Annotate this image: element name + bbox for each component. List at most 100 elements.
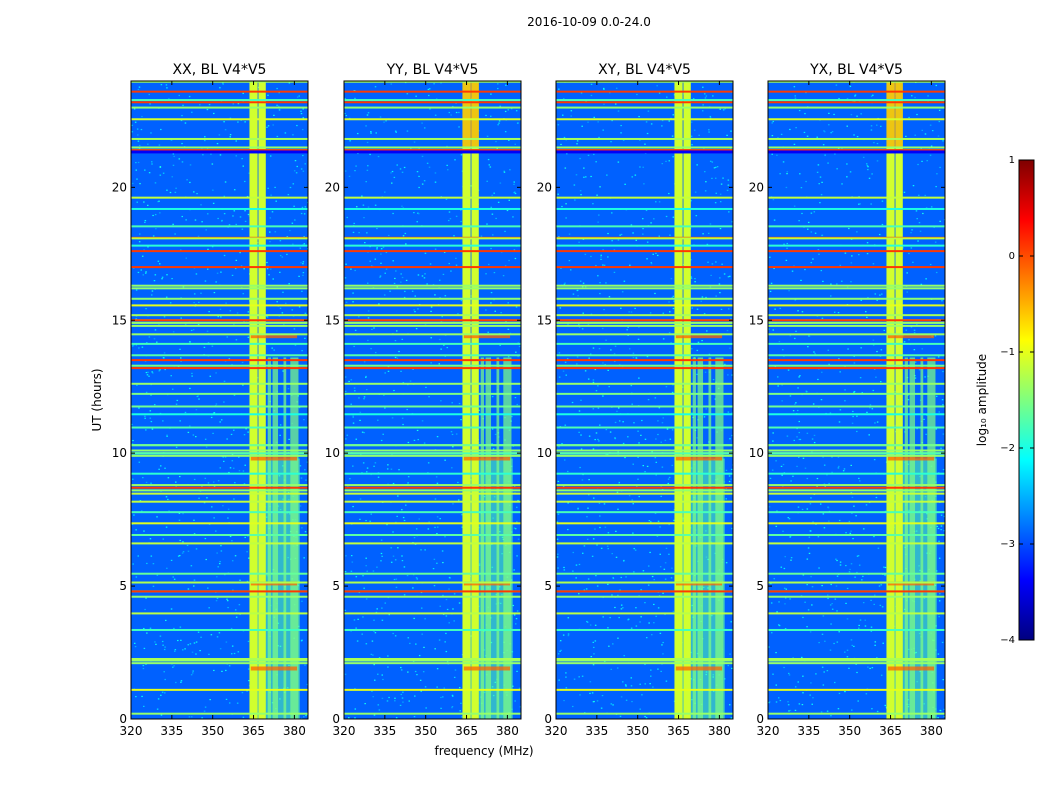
noise-cell xyxy=(217,480,220,482)
noise-cell xyxy=(786,247,788,249)
noise-cell xyxy=(144,415,146,417)
noise-cell xyxy=(696,373,698,375)
noise-cell xyxy=(171,176,174,178)
noise-cell xyxy=(244,180,246,183)
noise-cell xyxy=(490,291,493,294)
noise-cell xyxy=(233,210,236,212)
noise-cell xyxy=(670,577,673,579)
noise-cell xyxy=(230,627,233,630)
noise-cell xyxy=(207,587,209,589)
noise-cell xyxy=(714,398,717,400)
noise-cell xyxy=(242,293,245,295)
rfi-line xyxy=(131,522,308,525)
noise-cell xyxy=(292,243,294,245)
rfi-line xyxy=(768,449,945,452)
noise-cell xyxy=(135,576,138,578)
noise-cell xyxy=(223,195,226,197)
noise-cell xyxy=(375,132,377,134)
noise-cell xyxy=(826,710,829,712)
noise-cell xyxy=(783,587,786,589)
rfi-band xyxy=(462,81,471,719)
noise-cell xyxy=(837,467,840,469)
noise-cell xyxy=(508,259,510,262)
noise-cell xyxy=(662,592,664,594)
noise-cell xyxy=(271,347,273,349)
noise-cell xyxy=(221,670,223,672)
noise-cell xyxy=(365,181,367,183)
noise-cell xyxy=(800,187,803,189)
noise-cell xyxy=(880,674,883,676)
noise-cell xyxy=(819,176,822,178)
noise-cell xyxy=(141,346,144,348)
noise-cell xyxy=(776,611,778,613)
noise-cell xyxy=(846,125,848,127)
rfi-line xyxy=(768,324,945,327)
noise-cell xyxy=(500,312,502,314)
noise-cell xyxy=(914,134,916,136)
rfi-line xyxy=(768,118,945,121)
rfi-line xyxy=(131,511,308,514)
x-tick-label: 350 xyxy=(201,724,224,738)
noise-cell xyxy=(723,273,726,275)
noise-cell xyxy=(835,585,838,587)
noise-cell xyxy=(389,290,391,292)
noise-cell xyxy=(293,170,296,172)
noise-cell xyxy=(213,517,215,519)
noise-cell xyxy=(894,391,896,393)
noise-cell xyxy=(618,420,621,422)
noise-cell xyxy=(796,465,798,468)
noise-cell xyxy=(824,131,826,133)
noise-cell xyxy=(273,114,275,116)
noise-cell xyxy=(771,632,773,634)
noise-cell xyxy=(611,119,613,122)
noise-cell xyxy=(161,278,163,280)
rfi-line xyxy=(768,196,945,199)
rfi-line xyxy=(556,319,733,322)
noise-cell xyxy=(826,474,828,476)
rfi-line xyxy=(344,324,521,327)
noise-cell xyxy=(639,683,641,685)
noise-cell xyxy=(828,363,830,365)
noise-cell xyxy=(632,532,634,534)
noise-cell xyxy=(875,496,878,499)
noise-cell xyxy=(206,108,209,111)
noise-cell xyxy=(345,114,348,117)
noise-cell xyxy=(823,464,826,466)
noise-cell xyxy=(212,189,214,191)
noise-cell xyxy=(819,202,821,204)
noise-cell xyxy=(821,633,824,635)
rfi-line xyxy=(344,319,521,322)
noise-cell xyxy=(649,675,652,677)
noise-cell xyxy=(380,439,383,442)
noise-cell xyxy=(851,644,854,647)
noise-cell xyxy=(363,361,366,363)
noise-cell xyxy=(646,241,649,243)
noise-cell xyxy=(401,509,403,511)
noise-cell xyxy=(167,477,170,479)
noise-cell xyxy=(145,429,147,431)
noise-cell xyxy=(509,332,512,334)
noise-cell xyxy=(189,181,191,184)
noise-cell xyxy=(369,260,371,262)
rfi-line xyxy=(556,405,733,408)
noise-cell xyxy=(413,617,415,620)
noise-cell xyxy=(709,117,712,119)
noise-cell xyxy=(792,475,794,477)
noise-cell xyxy=(579,694,581,696)
noise-cell xyxy=(445,632,447,635)
rfi-line xyxy=(768,572,945,575)
rfi-line xyxy=(344,146,521,149)
noise-cell xyxy=(448,622,450,624)
noise-cell xyxy=(455,433,458,435)
noise-cell xyxy=(850,464,852,467)
noise-cell xyxy=(384,602,387,604)
noise-cell xyxy=(203,710,206,712)
noise-cell xyxy=(939,166,941,169)
noise-cell xyxy=(598,440,600,442)
noise-cell xyxy=(433,83,435,85)
noise-cell xyxy=(903,191,906,193)
noise-cell xyxy=(396,357,399,359)
noise-cell xyxy=(583,167,585,169)
noise-cell xyxy=(640,616,642,618)
